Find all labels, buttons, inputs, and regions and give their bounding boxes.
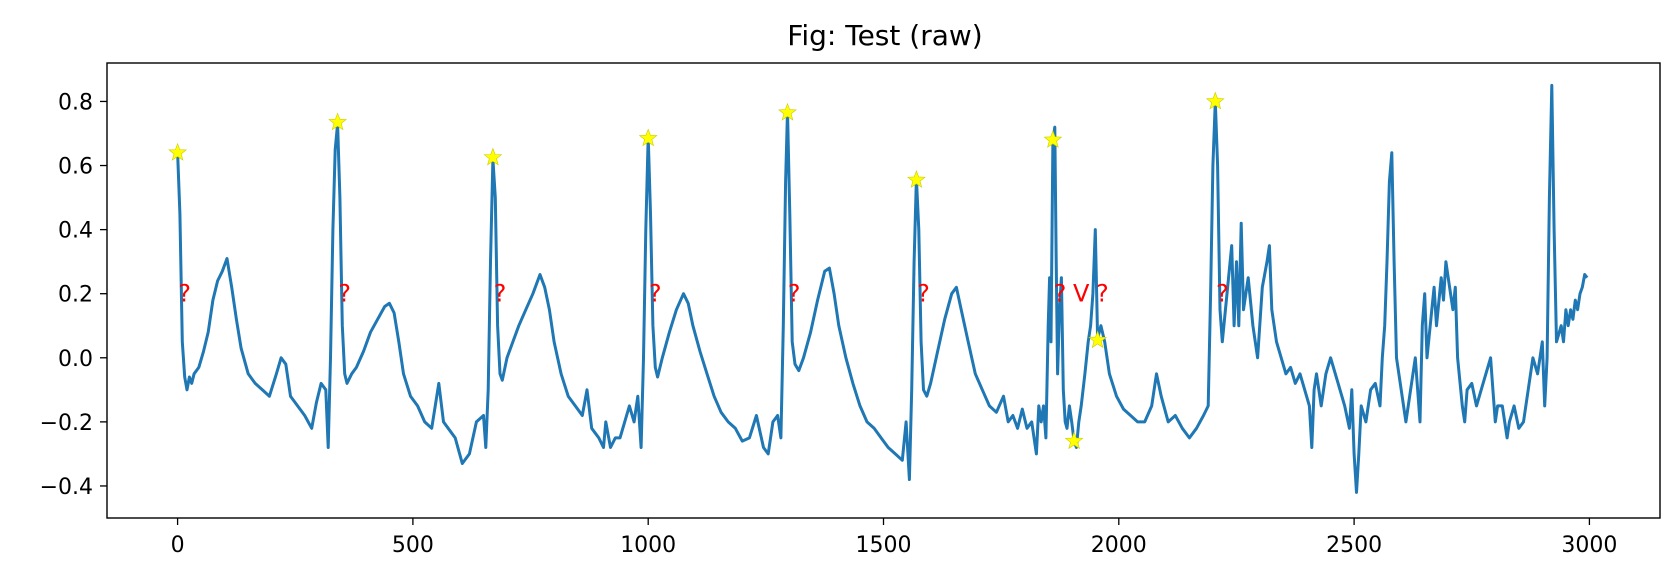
y-tick-label: 0.0 [58,347,93,372]
y-tick-label: 0.4 [58,219,93,244]
beat-annotation: ? [1216,280,1229,308]
beat-annotation: ? [649,280,662,308]
y-axis: −0.4 −0.2 0.0 0.2 0.4 0.6 0.8 [40,90,107,500]
peak-marker [778,102,797,121]
x-tick-label: 3000 [1561,533,1617,558]
y-tick-label: 0.8 [58,90,93,115]
y-tick-label: −0.4 [40,475,93,500]
beat-annotation: ? [178,280,191,308]
peak-marker [907,170,926,188]
chart-title: Fig: Test (raw) [787,19,982,52]
x-tick-label: 0 [171,533,185,558]
beat-annotation: ? [917,280,930,308]
series-line [176,83,1589,494]
peak-marker [328,112,348,131]
beat-annotation: ? [494,280,507,308]
y-tick-label: 0.2 [58,283,93,308]
y-tick-label: 0.6 [58,155,93,180]
x-tick-label: 2000 [1091,533,1147,558]
y-tick-label: −0.2 [40,411,93,436]
peak-marker [168,142,188,161]
x-tick-label: 2500 [1326,533,1382,558]
x-tick-label: 1500 [856,533,912,558]
peak-marker [1205,91,1225,110]
peak-marker [1043,130,1063,148]
peak-marker [483,147,503,166]
peak-marker [1064,431,1084,450]
beat-annotation: ? [1054,280,1067,308]
beat-annotation: ? [788,280,801,308]
beat-annotation: V [1073,280,1090,308]
x-tick-label: 500 [392,533,434,558]
x-axis: 0 500 1000 1500 2000 2500 3000 [171,518,1617,558]
beat-annotation: ? [338,280,351,308]
beat-annotation: ? [1096,280,1109,308]
x-tick-label: 1000 [620,533,676,558]
peak-marker [638,128,658,147]
peak-marker [1088,330,1108,349]
plot-area: ??????? V?? [168,83,1589,494]
